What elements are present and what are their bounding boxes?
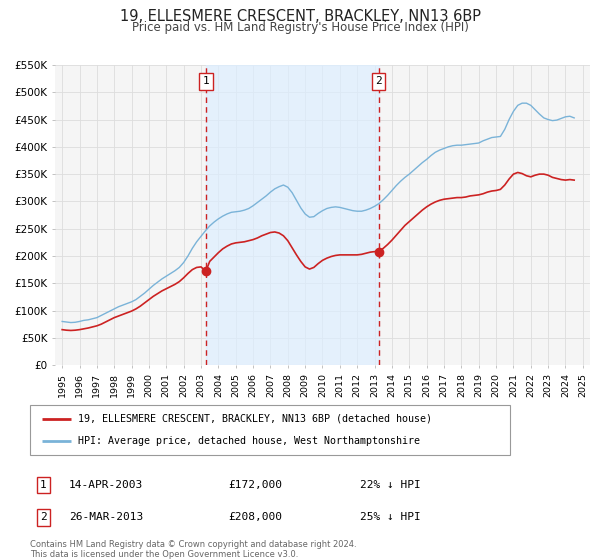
Text: 2: 2 <box>375 76 382 86</box>
Text: Contains HM Land Registry data © Crown copyright and database right 2024.
This d: Contains HM Land Registry data © Crown c… <box>30 540 356 559</box>
Text: 26-MAR-2013: 26-MAR-2013 <box>69 512 143 522</box>
Text: HPI: Average price, detached house, West Northamptonshire: HPI: Average price, detached house, West… <box>78 436 420 446</box>
Text: 25% ↓ HPI: 25% ↓ HPI <box>360 512 421 522</box>
Text: £172,000: £172,000 <box>228 480 282 490</box>
Text: 1: 1 <box>40 480 47 490</box>
Text: Price paid vs. HM Land Registry's House Price Index (HPI): Price paid vs. HM Land Registry's House … <box>131 21 469 34</box>
Text: 22% ↓ HPI: 22% ↓ HPI <box>360 480 421 490</box>
Text: 19, ELLESMERE CRESCENT, BRACKLEY, NN13 6BP (detached house): 19, ELLESMERE CRESCENT, BRACKLEY, NN13 6… <box>78 414 432 424</box>
Text: 19, ELLESMERE CRESCENT, BRACKLEY, NN13 6BP: 19, ELLESMERE CRESCENT, BRACKLEY, NN13 6… <box>119 9 481 24</box>
Text: 14-APR-2003: 14-APR-2003 <box>69 480 143 490</box>
Text: 2: 2 <box>40 512 47 522</box>
Text: £208,000: £208,000 <box>228 512 282 522</box>
Text: 1: 1 <box>202 76 209 86</box>
Bar <box>206 65 379 365</box>
